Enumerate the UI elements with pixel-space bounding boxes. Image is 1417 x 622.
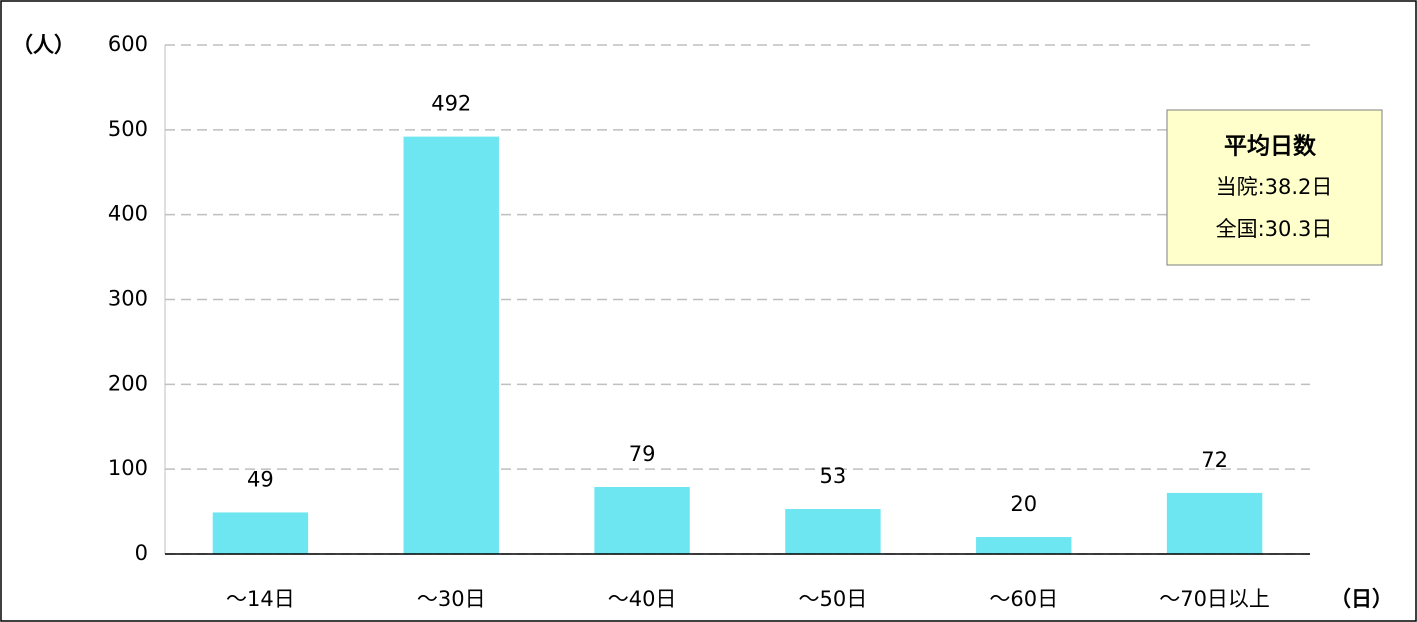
data-label: 79 — [629, 442, 656, 466]
data-label: 53 — [820, 464, 847, 488]
bar — [212, 512, 309, 554]
y-tick-label: 500 — [108, 117, 148, 141]
annotation-title: 平均日数 — [1224, 133, 1317, 160]
annotation-line: 全国:30.3日 — [1216, 217, 1333, 241]
y-tick-label: 0 — [135, 541, 148, 565]
annotation-box — [1166, 109, 1383, 266]
bar — [976, 537, 1072, 554]
y-tick-label: 200 — [108, 371, 148, 395]
bar — [1166, 492, 1263, 554]
y-tick-label: 100 — [108, 456, 148, 480]
x-tick-label: ～14日 — [226, 587, 295, 611]
x-tick-label: ～30日 — [417, 587, 486, 611]
data-label: 492 — [431, 92, 471, 116]
x-tick-label: ～70日以上 — [1159, 587, 1270, 611]
bar — [403, 136, 499, 554]
y-tick-label: 600 — [108, 32, 148, 56]
data-label: 72 — [1201, 448, 1228, 472]
y-tick-label: 300 — [108, 287, 148, 311]
y-tick-label: 400 — [108, 202, 148, 226]
y-axis-label: （人） — [12, 33, 75, 57]
data-label: 20 — [1010, 492, 1037, 516]
x-axis-label: （日） — [1330, 587, 1393, 611]
x-tick-label: ～40日 — [608, 587, 677, 611]
data-label: 49 — [247, 467, 274, 491]
annotation-line: 当院:38.2日 — [1216, 175, 1333, 199]
bar — [785, 509, 881, 554]
bar — [594, 486, 690, 554]
x-tick-label: ～60日 — [989, 587, 1058, 611]
plot: 0 100 200 300 400 500 600 ～14日 49 ～30日 492 ～40日 79 ～5… — [108, 32, 1310, 611]
x-tick-label: ～50日 — [799, 587, 868, 611]
